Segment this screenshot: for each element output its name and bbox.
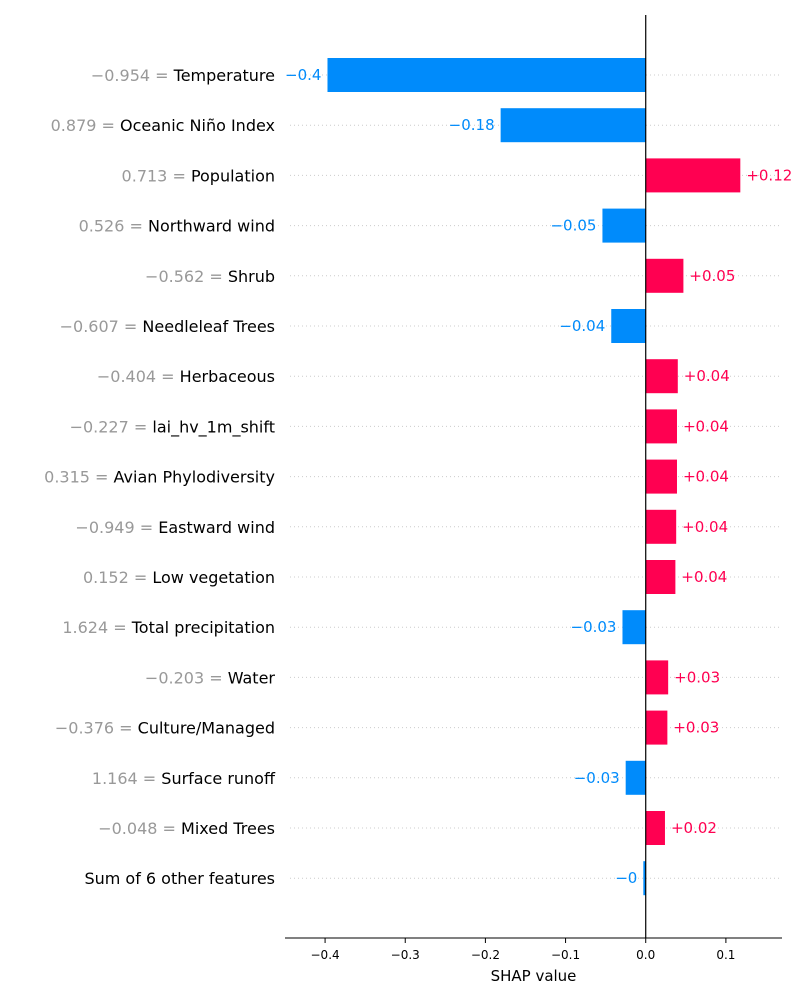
shap-bar xyxy=(645,409,677,444)
feature-name: Sum of 6 other features xyxy=(84,869,275,888)
feature-label: −0.562 = Shrub xyxy=(145,267,275,286)
shap-bar xyxy=(625,760,646,795)
feature-value: 0.526 = xyxy=(79,217,148,236)
shap-bar xyxy=(645,258,684,293)
shap-bar xyxy=(622,610,646,645)
feature-name: Culture/Managed xyxy=(138,719,275,738)
feature-label: −0.227 = lai_hv_1m_shift xyxy=(70,417,275,437)
feature-value: −0.562 = xyxy=(145,267,228,286)
feature-name: Low vegetation xyxy=(152,568,275,587)
bar-value-label: −0.04 xyxy=(559,317,605,335)
feature-value: 1.164 = xyxy=(92,769,161,788)
bar-value-label: +0.03 xyxy=(674,668,720,686)
feature-label: −0.949 = Eastward wind xyxy=(75,518,275,537)
bar-value-label: +0.05 xyxy=(689,267,735,285)
shap-bar xyxy=(645,359,678,394)
feature-name: Population xyxy=(191,166,275,185)
bar-value-label: +0.04 xyxy=(683,417,729,435)
bar-value-label: +0.03 xyxy=(673,719,719,737)
feature-value: −0.949 = xyxy=(75,518,158,537)
shap-bar xyxy=(643,861,646,896)
shap-bar xyxy=(327,58,646,92)
feature-value: −0.203 = xyxy=(145,668,228,687)
bar-value-label: −0.18 xyxy=(449,116,495,134)
feature-label: −0.404 = Herbaceous xyxy=(97,367,275,386)
shap-bar xyxy=(645,509,677,544)
feature-value: 1.624 = xyxy=(62,618,131,637)
feature-name: Oceanic Niño Index xyxy=(120,116,275,135)
bars xyxy=(327,58,741,896)
feature-label: 1.164 = Surface runoff xyxy=(92,769,276,788)
feature-label: 0.315 = Avian Phylodiversity xyxy=(44,468,275,487)
bar-value-label: +0.04 xyxy=(682,518,728,536)
feature-value: −0.376 = xyxy=(55,719,138,738)
x-tick-label: −0.1 xyxy=(551,948,580,962)
feature-label: 0.526 = Northward wind xyxy=(79,217,275,236)
shap-bar xyxy=(645,660,669,695)
feature-value: 0.152 = xyxy=(83,568,152,587)
bar-value-label: +0.04 xyxy=(681,568,727,586)
feature-name: Surface runoff xyxy=(161,769,276,788)
feature-name: Avian Phylodiversity xyxy=(114,468,275,487)
feature-value: −0.954 = xyxy=(91,66,174,85)
feature-name: Herbaceous xyxy=(180,367,275,386)
feature-name: lai_hv_1m_shift xyxy=(152,417,275,437)
feature-name: Mixed Trees xyxy=(181,819,275,838)
feature-name: Temperature xyxy=(173,66,275,85)
bar-value-label: +0.04 xyxy=(684,367,730,385)
feature-name: Needleleaf Trees xyxy=(142,317,275,336)
x-tick-label: −0.3 xyxy=(391,948,420,962)
shap-bar xyxy=(500,108,646,143)
bar-value-label: −0.05 xyxy=(550,217,596,235)
bar-value-label: −0 xyxy=(615,869,637,887)
feature-label: 0.713 = Population xyxy=(122,166,275,185)
feature-label: 0.879 = Oceanic Niño Index xyxy=(51,116,275,135)
feature-value: 0.879 = xyxy=(51,116,120,135)
feature-label: −0.954 = Temperature xyxy=(91,66,275,85)
bar-value-label: +0.04 xyxy=(683,468,729,486)
bar-value-label: +0.12 xyxy=(746,166,792,184)
feature-name: Eastward wind xyxy=(158,518,275,537)
feature-label: −0.607 = Needleleaf Trees xyxy=(60,317,275,336)
feature-value: −0.227 = xyxy=(70,417,153,436)
feature-label: Sum of 6 other features xyxy=(84,869,275,888)
feature-name: Total precipitation xyxy=(131,618,275,637)
feature-value: −0.607 = xyxy=(60,317,143,336)
shap-bar xyxy=(602,208,646,243)
shap-bar xyxy=(645,811,665,845)
feature-label: 1.624 = Total precipitation xyxy=(62,618,275,637)
feature-label: −0.048 = Mixed Trees xyxy=(98,819,275,838)
feature-name: Water xyxy=(228,668,276,687)
feature-value: −0.048 = xyxy=(98,819,181,838)
bar-value-label: −0.4 xyxy=(285,66,321,84)
feature-value: 0.713 = xyxy=(122,166,191,185)
feature-value: 0.315 = xyxy=(44,468,113,487)
feature-value: −0.404 = xyxy=(97,367,180,386)
feature-name: Northward wind xyxy=(148,217,275,236)
x-tick-label: −0.4 xyxy=(311,948,340,962)
bar-value-label: +0.02 xyxy=(671,819,717,837)
shap-bar xyxy=(645,158,741,193)
shap-bar xyxy=(645,710,668,745)
x-tick-label: 0.0 xyxy=(636,948,655,962)
x-tick-label: −0.2 xyxy=(471,948,500,962)
shap-bar xyxy=(645,560,676,594)
bar-value-label: −0.03 xyxy=(571,618,617,636)
shap-bar xyxy=(611,309,646,343)
x-tick-label: 0.1 xyxy=(716,948,735,962)
feature-label: −0.203 = Water xyxy=(145,668,276,687)
x-axis: −0.4 −0.3 −0.2 −0.1 0.0 0.1 xyxy=(285,937,782,962)
shap-bar xyxy=(645,459,677,494)
x-axis-title: SHAP value xyxy=(491,967,577,985)
feature-label: −0.376 = Culture/Managed xyxy=(55,719,275,738)
feature-label: 0.152 = Low vegetation xyxy=(83,568,275,587)
feature-labels: −0.954 = Temperature 0.879 = Oceanic Niño… xyxy=(44,66,276,888)
bar-value-labels: −0.4 −0.18 +0.12 −0.05 +0.05 −0.04 +0.04 +0.04 +… xyxy=(285,66,792,887)
feature-name: Shrub xyxy=(228,267,275,286)
bar-value-label: −0.03 xyxy=(574,769,620,787)
